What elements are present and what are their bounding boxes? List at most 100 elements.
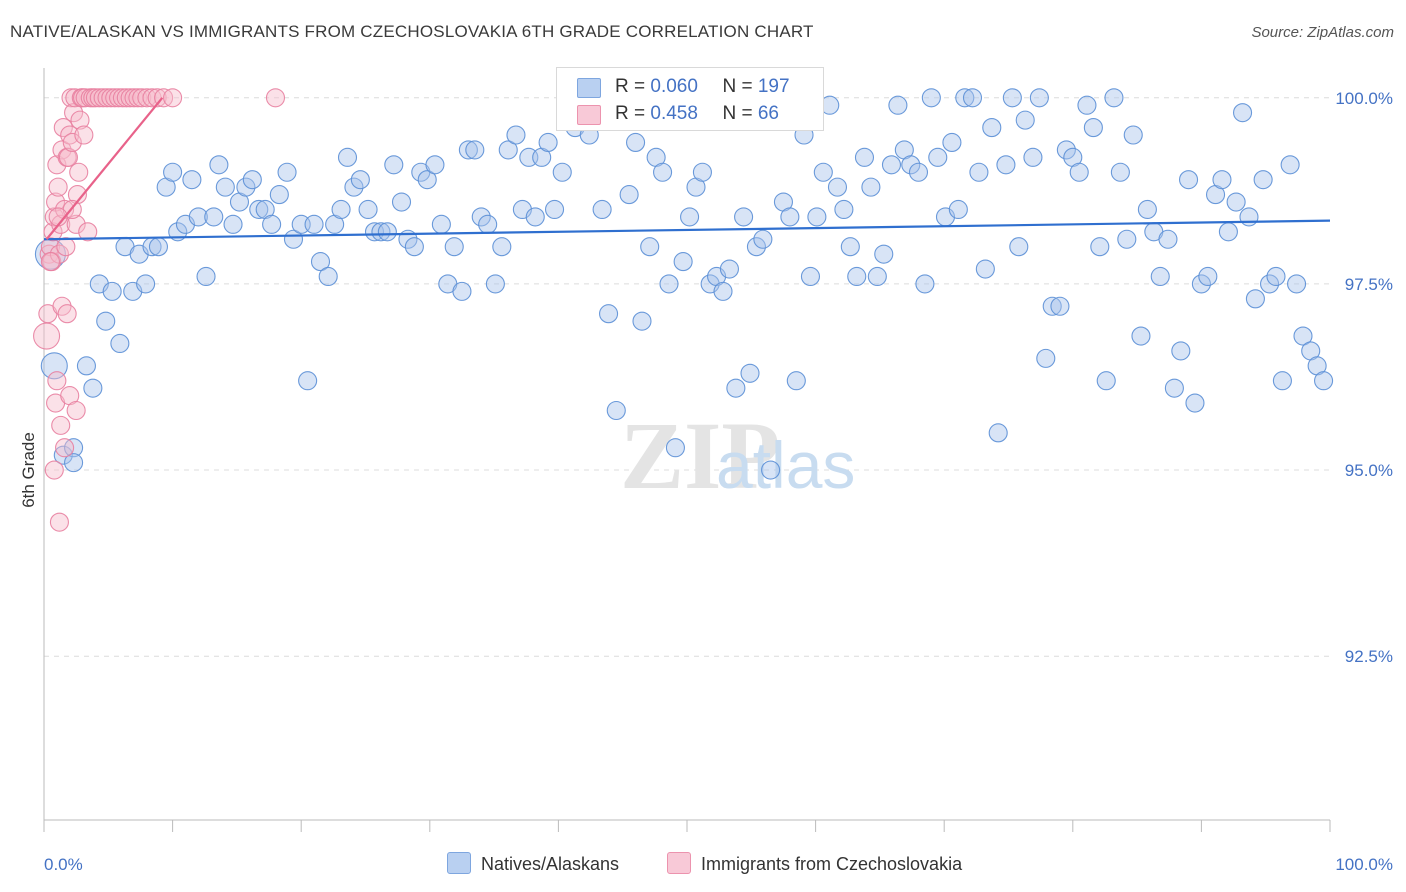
native-point: [982, 118, 1002, 138]
native-point: [377, 222, 397, 242]
native-point: [506, 125, 526, 145]
native-point: [83, 378, 103, 398]
natives-trend-line: [43, 219, 1331, 241]
correlation-legend: R = 0.060 N = 197 R = 0.458 N = 66: [556, 67, 824, 131]
native-point: [813, 162, 833, 182]
native-point: [1218, 222, 1238, 242]
trend-lines: [43, 97, 1331, 241]
native-point: [1226, 192, 1246, 212]
native-point: [96, 311, 116, 331]
czech-point: [62, 132, 82, 153]
native-point: [1042, 296, 1062, 316]
native-point: [1233, 103, 1253, 123]
czech-point: [64, 103, 84, 123]
native-point: [163, 162, 183, 182]
native-point: [1198, 266, 1218, 287]
native-point: [1104, 88, 1124, 108]
native-point: [847, 266, 867, 287]
native-point: [1185, 393, 1205, 413]
native-point: [1029, 88, 1049, 108]
native-point: [478, 214, 498, 234]
native-point: [188, 207, 208, 227]
native-point: [786, 371, 806, 391]
native-point: [1272, 371, 1292, 391]
native-point: [1171, 341, 1191, 361]
czech-point: [44, 460, 64, 480]
legend-r-label: R =: [615, 76, 651, 97]
native-point: [452, 281, 472, 301]
czech-point: [56, 237, 76, 257]
native-point: [901, 155, 921, 175]
native-point: [262, 214, 282, 234]
native-point: [653, 162, 673, 182]
native-point: [632, 311, 652, 331]
native-point: [215, 177, 235, 197]
native-point: [431, 214, 451, 234]
native-point: [1287, 274, 1307, 294]
y-tick-label: 95.0%: [1345, 461, 1393, 480]
native-point: [465, 140, 485, 160]
native-point: [391, 192, 412, 212]
native-point: [384, 155, 404, 175]
source-label: Source: ZipAtlas.com: [1251, 24, 1394, 41]
native-point: [102, 281, 122, 301]
native-point: [64, 453, 84, 473]
native-point: [599, 304, 619, 324]
native-point: [928, 147, 948, 167]
native-point: [1280, 155, 1300, 175]
czech-point: [48, 177, 68, 197]
native-point: [1178, 170, 1199, 190]
native-point: [525, 207, 545, 227]
native-point: [371, 222, 391, 242]
y-tick-label: 92.5%: [1345, 647, 1393, 666]
native-point: [740, 363, 760, 383]
native-point: [921, 88, 941, 108]
native-point: [492, 237, 512, 257]
native-point: [734, 207, 754, 227]
native-point: [304, 214, 324, 234]
native-point: [908, 162, 929, 182]
native-point: [269, 185, 289, 205]
native-point: [626, 132, 646, 153]
native-point: [1077, 95, 1097, 115]
native-point: [148, 237, 169, 257]
native-point: [196, 266, 216, 287]
native-point: [1050, 296, 1070, 316]
legend-n-label: N =: [722, 76, 758, 97]
czech-point: [66, 400, 86, 421]
native-point: [417, 170, 437, 190]
czech-point: [60, 125, 80, 145]
native-point: [223, 214, 243, 234]
native-point: [680, 207, 700, 227]
native-point: [358, 199, 378, 220]
legend-swatch-blue: [577, 78, 601, 98]
native-point: [962, 88, 983, 108]
native-point: [592, 199, 612, 220]
native-point: [840, 237, 860, 257]
czech-point: [47, 371, 67, 391]
native-point: [1260, 274, 1280, 294]
czech-trend-line: [45, 97, 164, 240]
native-point: [1069, 162, 1089, 182]
native-point: [975, 259, 995, 279]
series-immigrants-czechoslovakia: [33, 88, 286, 532]
native-point: [915, 274, 935, 294]
czech-point: [163, 88, 183, 108]
czech-point: [57, 304, 77, 324]
native-point: [1245, 289, 1265, 309]
native-point: [659, 274, 679, 294]
legend-r-label: R =: [615, 103, 651, 124]
czech-point: [49, 512, 69, 532]
native-point: [867, 266, 887, 287]
native-point: [673, 252, 693, 272]
native-point: [498, 140, 518, 160]
native-point: [827, 177, 848, 197]
native-point: [988, 423, 1008, 443]
native-point: [350, 170, 370, 190]
czech-point: [147, 88, 167, 108]
native-point: [1150, 266, 1170, 287]
x-tick-label-max: 100.0%: [1335, 855, 1393, 874]
czech-point: [53, 118, 73, 138]
czech-point: [55, 438, 75, 458]
